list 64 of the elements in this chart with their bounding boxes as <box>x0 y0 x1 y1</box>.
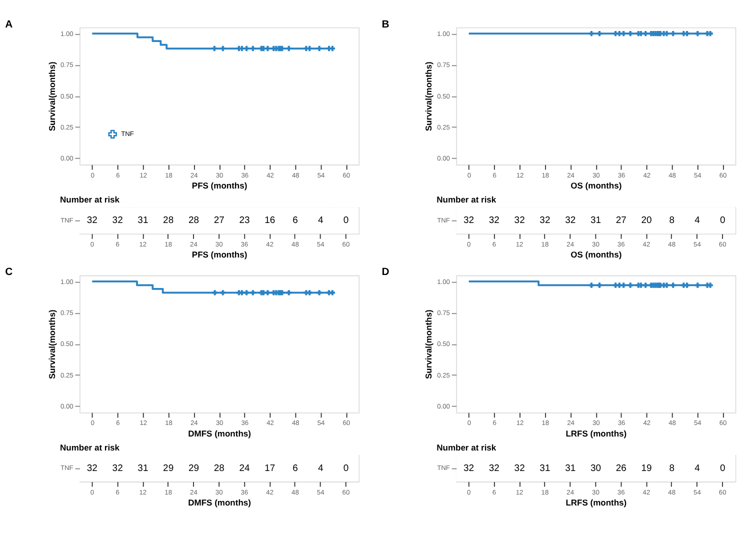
data-label: 32 <box>565 215 576 226</box>
chart-title: Number at risk <box>436 194 496 204</box>
data-label: 4 <box>694 215 700 226</box>
chart-title: Number at risk <box>436 442 496 452</box>
x-axis-title: LRFS (months) <box>566 498 627 508</box>
chart-title: D <box>382 267 390 278</box>
chart-title: B <box>382 19 390 30</box>
data-label: 24 <box>239 463 250 474</box>
data-label: 27 <box>214 215 224 226</box>
data-label: 29 <box>188 463 199 474</box>
data-label: 8 <box>669 463 674 474</box>
x-axis-title: PFS (months) <box>192 180 248 191</box>
x-axis-title: DMFS (months) <box>188 428 252 439</box>
chart-title: Number at risk <box>60 442 120 452</box>
data-label: 31 <box>138 215 148 226</box>
data-label: 19 <box>641 463 652 474</box>
data-label: 28 <box>214 463 224 474</box>
data-label: 0 <box>720 215 726 226</box>
data-label: 0 <box>343 463 349 474</box>
data-label: 16 <box>264 215 276 226</box>
y-axis-title: Survival(months) <box>46 309 57 380</box>
data-label: 6 <box>292 463 298 474</box>
x-axis-title: PFS (months) <box>192 250 248 260</box>
y-axis-title: Survival(months) <box>423 309 434 380</box>
data-label: 32 <box>464 215 474 226</box>
data-label: 27 <box>616 215 626 226</box>
data-label: 28 <box>188 215 199 226</box>
x-axis-title: DMFS (months) <box>188 498 252 508</box>
data-label: 30 <box>590 463 601 474</box>
data-label: 31 <box>138 463 148 474</box>
data-label: 6 <box>292 215 298 226</box>
data-label: 32 <box>112 463 123 474</box>
data-label: 4 <box>318 463 324 474</box>
data-label: 31 <box>565 463 576 474</box>
data-label: 8 <box>669 215 674 226</box>
data-label: 32 <box>488 463 500 474</box>
chart-title: Number at risk <box>60 194 120 204</box>
data-label: 31 <box>540 463 550 474</box>
data-label: 4 <box>694 463 700 474</box>
data-label: 32 <box>488 215 500 226</box>
data-label: 20 <box>641 215 652 226</box>
x-axis-title: LRFS (months) <box>566 428 627 439</box>
data-label: 32 <box>514 215 525 226</box>
data-label: 26 <box>616 463 626 474</box>
x-axis-title: OS (months) <box>570 250 622 260</box>
y-axis-title: Survival(months) <box>423 62 434 132</box>
data-label: 29 <box>163 463 174 474</box>
data-label: 32 <box>112 215 123 226</box>
data-label: 32 <box>540 215 550 226</box>
data-label: 32 <box>86 463 98 474</box>
x-axis-title: OS (months) <box>570 180 622 191</box>
data-label: 4 <box>318 215 324 226</box>
data-label: 31 <box>590 215 601 226</box>
y-axis-title: Survival(months) <box>46 62 57 132</box>
chart-title: A <box>5 19 14 30</box>
data-label: 0 <box>343 215 349 226</box>
data-label: 32 <box>514 463 525 474</box>
data-label: 32 <box>86 215 98 226</box>
data-label: 32 <box>464 463 474 474</box>
data-label: 28 <box>163 215 174 226</box>
data-label: 0 <box>720 463 726 474</box>
data-label: 23 <box>239 215 250 226</box>
data-label: 17 <box>264 463 276 474</box>
chart-title: C <box>5 267 14 278</box>
